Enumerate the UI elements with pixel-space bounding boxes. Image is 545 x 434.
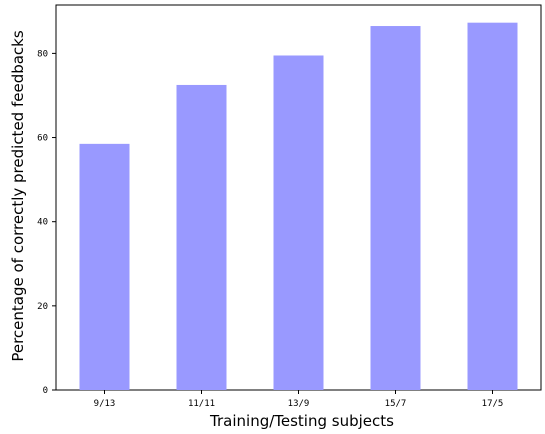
x-tick-label: 17/5 [482, 399, 504, 409]
y-tick-label: 0 [43, 386, 48, 396]
x-tick-label: 15/7 [385, 399, 407, 409]
x-tick-label: 13/9 [288, 399, 310, 409]
bar [176, 84, 227, 390]
y-tick-label: 80 [37, 49, 48, 59]
x-axis-label: Training/Testing subjects [209, 412, 394, 430]
bar [79, 143, 130, 390]
bar [467, 22, 518, 391]
y-axis-label: Percentage of correctly predicted feedba… [9, 30, 27, 362]
y-tick-label: 20 [37, 302, 48, 312]
x-tick-label: 9/13 [94, 399, 116, 409]
y-tick-label: 40 [37, 218, 48, 228]
x-tick-label: 11/11 [188, 399, 215, 409]
y-tick-label: 60 [37, 134, 48, 144]
x-axis-ticks: 9/13 11/11 13/9 15/7 17/5 [94, 390, 504, 409]
bar [273, 55, 324, 391]
y-axis-ticks: 0 20 40 60 80 [37, 49, 56, 396]
bars [79, 22, 518, 391]
bar [370, 26, 421, 391]
